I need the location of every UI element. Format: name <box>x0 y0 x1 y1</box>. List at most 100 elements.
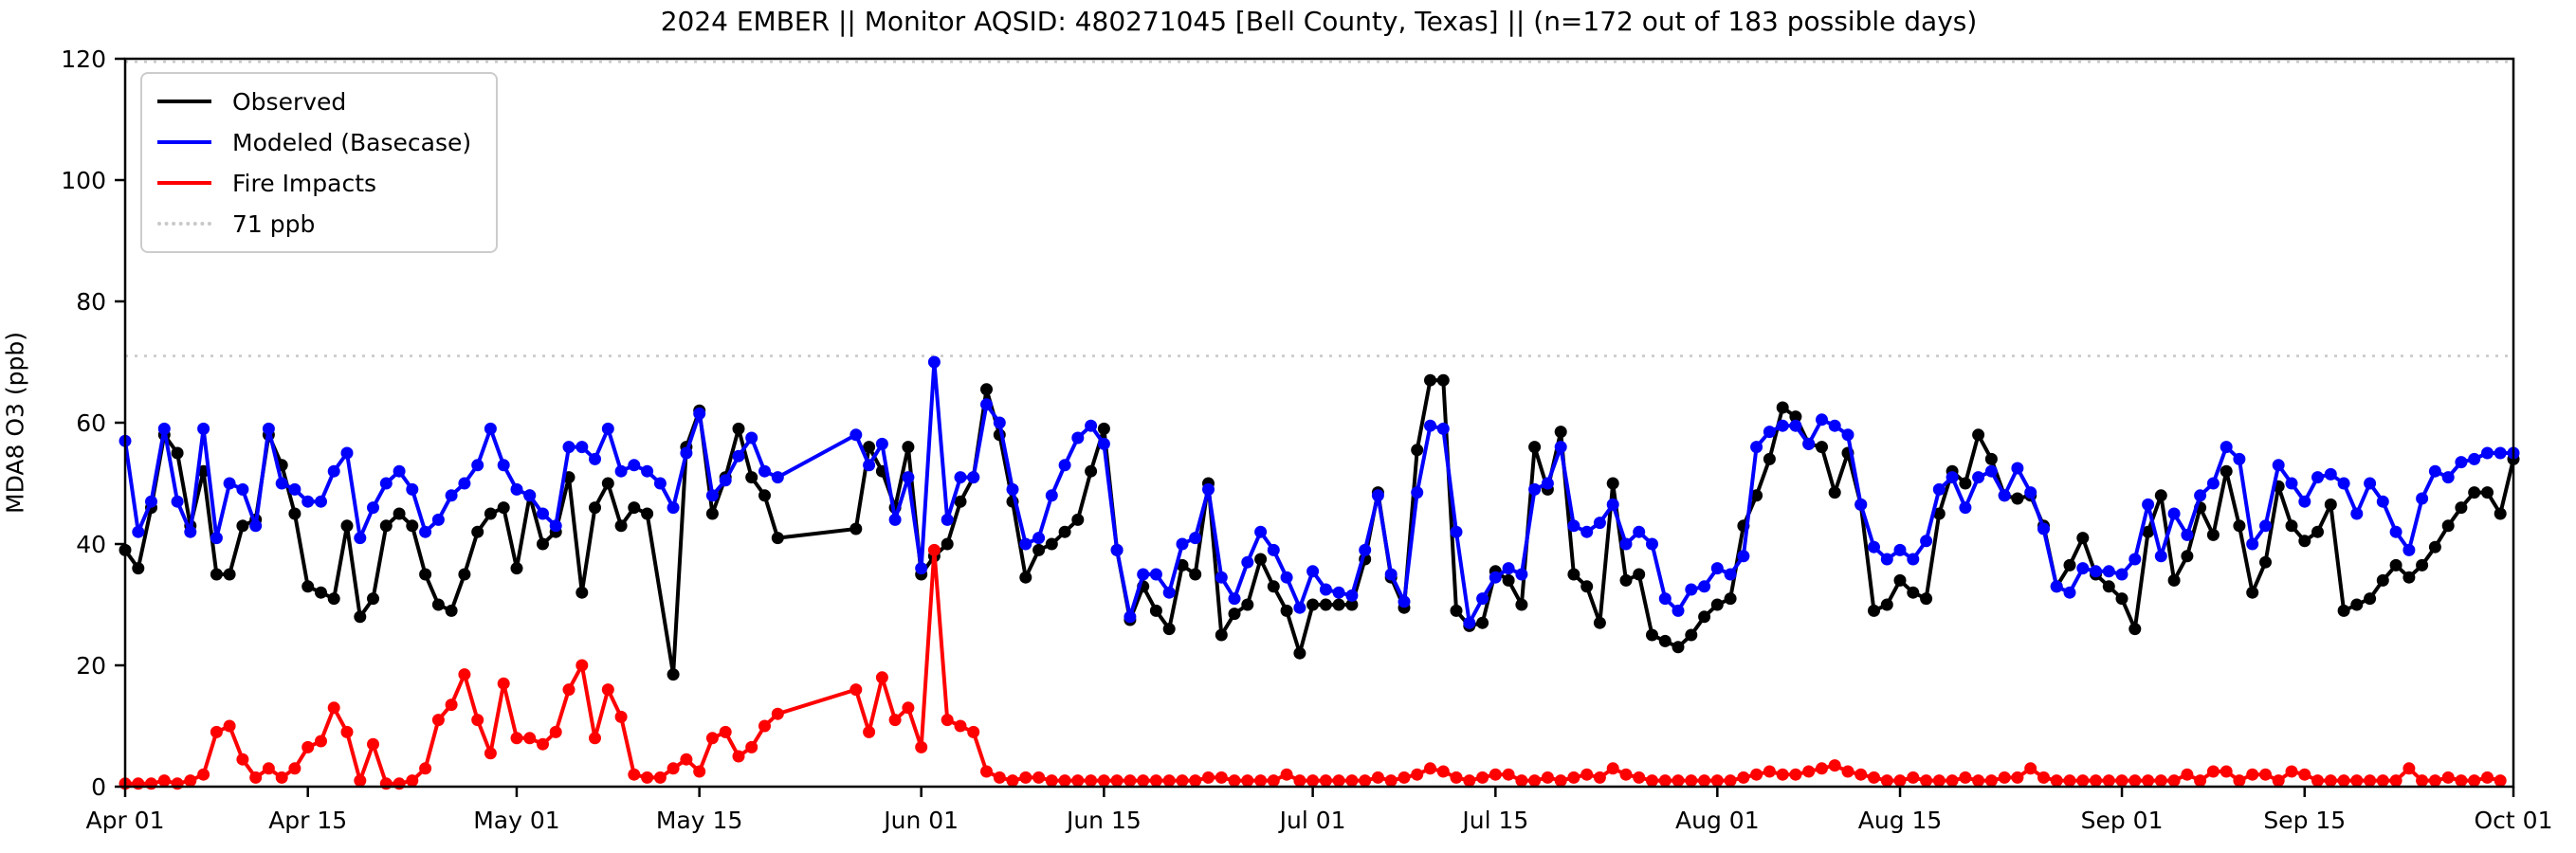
series-modeled-basecase-point <box>262 422 275 435</box>
series-modeled-basecase-point <box>471 459 484 472</box>
series-fire-impacts-point <box>993 771 1006 784</box>
series-modeled-basecase-point <box>1984 464 1998 478</box>
series-fire-impacts-point <box>888 714 902 727</box>
series-fire-impacts-point <box>705 732 719 745</box>
series-fire-impacts-point <box>954 719 967 733</box>
series-modeled-basecase-point <box>132 525 145 538</box>
series-fire-impacts-point <box>367 737 379 751</box>
series-modeled-basecase-point <box>2298 495 2311 508</box>
series-observed-point <box>2364 592 2377 606</box>
x-tick-label: Aug 15 <box>1858 807 1943 834</box>
series-observed-point <box>288 507 301 520</box>
series-fire-impacts-point <box>2350 774 2364 788</box>
x-tick-label: Jul 15 <box>1460 807 1528 834</box>
series-fire-impacts-point <box>1633 771 1646 784</box>
series-modeled-basecase-point <box>419 525 432 538</box>
series-modeled-basecase-point <box>954 471 967 484</box>
series-observed-point <box>1306 598 1320 611</box>
series-fire-impacts-point <box>379 777 393 790</box>
series-fire-impacts-point <box>2037 771 2050 784</box>
series-fire-impacts-point <box>1920 774 1933 788</box>
series-modeled-basecase-point <box>1828 419 1841 432</box>
series-fire-impacts-point <box>628 768 641 781</box>
series-fire-impacts-point <box>145 777 157 790</box>
series-modeled-basecase-point <box>1110 543 1124 556</box>
series-observed-point <box>2154 489 2167 502</box>
series-modeled-basecase-line <box>123 360 2513 626</box>
series-modeled-basecase-point <box>850 428 863 442</box>
series-modeled-basecase-point <box>1019 537 1032 551</box>
series-observed-point <box>1710 598 1724 611</box>
series-fire-impacts-point <box>2063 774 2076 788</box>
series-modeled-basecase-point <box>1776 419 1789 432</box>
series-modeled-basecase-point <box>641 464 654 478</box>
series-fire-impacts-point <box>2311 774 2324 788</box>
series-modeled-basecase-point <box>653 477 667 490</box>
series-observed-point <box>471 525 484 538</box>
series-fire-impacts-point <box>653 771 667 784</box>
series-modeled-basecase-point <box>1972 471 1985 484</box>
series-fire-impacts-point <box>510 732 523 745</box>
series-modeled-basecase-point <box>1149 568 1162 581</box>
series-modeled-basecase-point <box>458 477 471 490</box>
series-modeled-basecase-point <box>2324 467 2337 481</box>
series-modeled-basecase-point <box>1932 482 1946 496</box>
series-observed-point <box>1097 422 1110 435</box>
x-tick-label: May 15 <box>656 807 742 834</box>
series-fire-impacts-point <box>471 714 484 727</box>
series-fire-impacts-point <box>2337 774 2350 788</box>
series-observed-point <box>1593 616 1606 629</box>
series-fire-impacts-point <box>132 777 145 790</box>
series-observed-point <box>2311 525 2324 538</box>
legend-item-fire-impacts: Fire Impacts <box>157 167 471 199</box>
series-fire-impacts-point <box>1463 774 1476 788</box>
series-modeled-basecase-point <box>249 519 263 533</box>
series-modeled-basecase-point <box>379 477 393 490</box>
series-fire-impacts-point <box>1110 774 1124 788</box>
series-fire-impacts-point <box>1058 774 1071 788</box>
series-observed-point <box>1789 410 1802 424</box>
y-tick-label: 20 <box>76 652 106 680</box>
series-modeled-basecase-point <box>340 446 354 460</box>
series-fire-impacts-point <box>1984 774 1998 788</box>
series-observed-point <box>1319 598 1332 611</box>
series-modeled-basecase-point <box>1398 595 1411 608</box>
series-observed-point <box>589 501 601 515</box>
series-observed-point <box>315 586 327 599</box>
series-modeled-basecase-point <box>902 471 915 484</box>
series-modeled-basecase-point <box>445 489 458 502</box>
series-modeled-basecase-point <box>1854 498 1868 511</box>
series-fire-impacts-point <box>1149 774 1162 788</box>
series-fire-impacts-point <box>1489 768 1502 781</box>
series-modeled-basecase-point <box>1672 604 1685 617</box>
series-modeled-basecase-point <box>1646 537 1658 551</box>
series-modeled-basecase-point <box>1436 422 1450 435</box>
series-observed-point <box>1554 426 1567 439</box>
series-fire-impacts-point <box>1515 774 1528 788</box>
series-fire-impacts-point <box>680 753 693 766</box>
series-observed-point <box>2142 525 2155 538</box>
series-fire-impacts-point <box>537 737 549 751</box>
series-observed-line <box>123 378 2515 677</box>
series-fire-impacts-point <box>1528 774 1542 788</box>
series-observed-point <box>1032 543 1046 556</box>
x-tick-label: Jul 01 <box>1278 807 1346 834</box>
series-modeled-basecase-point <box>497 459 510 472</box>
series-observed-point <box>941 537 954 551</box>
series-modeled-basecase-point <box>2481 446 2494 460</box>
legend-line-sample <box>157 222 211 226</box>
series-fire-impacts-point <box>2298 768 2311 781</box>
series-modeled-basecase-point <box>484 422 497 435</box>
series-modeled-basecase-point <box>2142 498 2155 511</box>
series-observed-point <box>2402 571 2416 584</box>
series-modeled-basecase-point <box>2428 464 2441 478</box>
series-modeled-basecase-point <box>1032 532 1046 545</box>
series-observed-point <box>1436 373 1450 387</box>
series-modeled-basecase-point <box>2206 477 2220 490</box>
series-fire-impacts-point <box>1476 771 1489 784</box>
series-fire-impacts-point <box>1071 774 1085 788</box>
series-observed-point <box>1959 477 1972 490</box>
series-fire-impacts-point <box>719 725 732 738</box>
series-fire-impacts-point <box>1998 771 2011 784</box>
legend-line-sample <box>157 140 211 144</box>
